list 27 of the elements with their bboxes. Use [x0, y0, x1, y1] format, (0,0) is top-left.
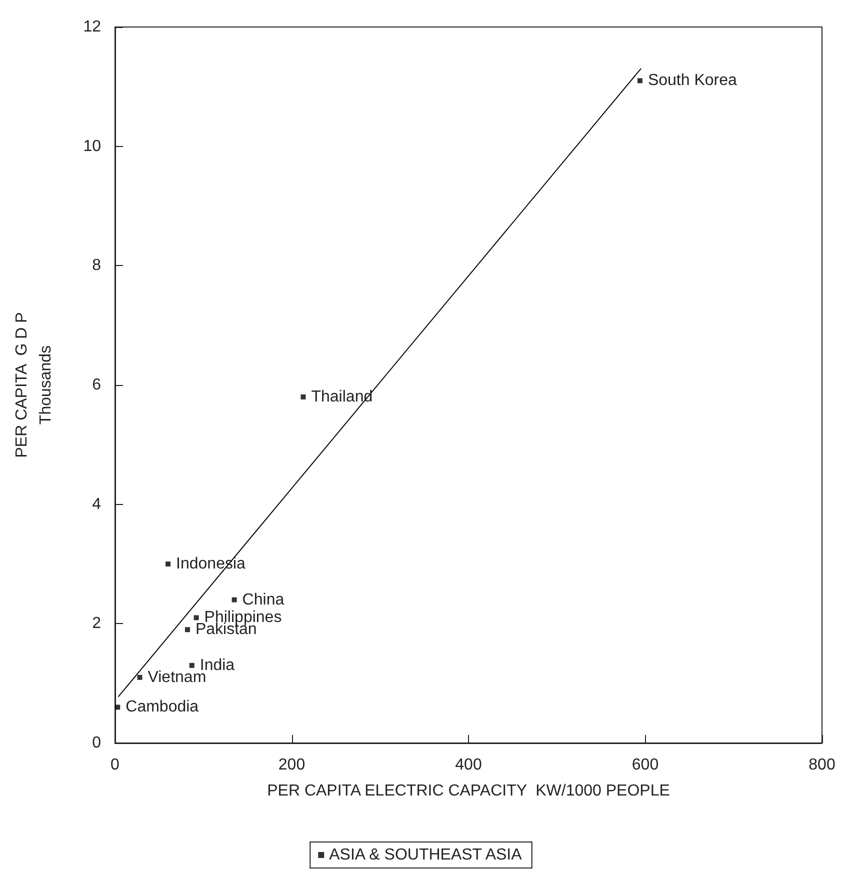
point	[232, 597, 237, 602]
point	[166, 562, 171, 566]
point	[637, 78, 642, 84]
y-tick-label: 6	[92, 376, 102, 394]
point	[300, 394, 306, 400]
y-tick-label: 8	[92, 257, 102, 274]
x-tick-label: 800	[808, 756, 836, 774]
point	[115, 704, 120, 710]
x-tick-label: 0	[110, 756, 120, 774]
y-tick-label: 4	[92, 496, 102, 513]
x-tick-label: 600	[632, 756, 659, 774]
legend-label: ASIA & SOUTHEAST ASIA	[329, 846, 522, 864]
annotation: South Korea	[648, 72, 737, 90]
point	[137, 674, 142, 680]
point	[189, 662, 194, 668]
y-tick-label: 0	[92, 734, 102, 752]
x-tick-label: 200	[278, 756, 306, 774]
y-tick-label: 2	[92, 615, 102, 632]
y-tick-label: 10	[83, 138, 102, 155]
annotation: China	[242, 591, 284, 608]
x-axis-title: PER CAPITA ELECTRIC CAPACITY KW/1000 PEOPLE	[267, 782, 670, 800]
y-tick-label: 12	[83, 18, 102, 36]
annotation: Cambodia	[126, 698, 199, 716]
point	[194, 615, 199, 620]
x-tick-label: 400	[455, 756, 482, 774]
y-axis-title: PER CAPITA G D P Thousands	[14, 312, 54, 458]
point	[184, 627, 190, 632]
